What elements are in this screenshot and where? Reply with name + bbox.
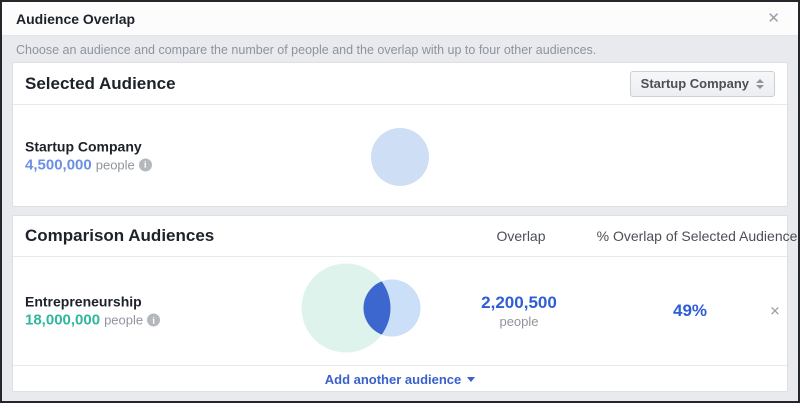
column-header-overlap: Overlap bbox=[496, 228, 546, 244]
selected-audience-size-unit: people bbox=[95, 157, 135, 173]
selected-audience-dropdown-value: Startup Company bbox=[640, 76, 749, 91]
selected-audience-row: Startup Company 4,500,000 people i bbox=[13, 105, 787, 206]
add-another-audience-label: Add another audience bbox=[324, 371, 462, 387]
modal-title-bar: Audience Overlap ✕ bbox=[2, 2, 798, 36]
info-icon[interactable]: i bbox=[147, 313, 161, 327]
selected-audience-name: Startup Company bbox=[25, 137, 142, 154]
comparison-audience-row: Entrepreneurship 18,000,000 people i 2,2… bbox=[13, 257, 787, 365]
overlap-count: 2,200,500 bbox=[481, 292, 557, 312]
selected-audience-size-line: 4,500,000 people i bbox=[25, 156, 152, 173]
overlap-venn-diagram bbox=[301, 263, 421, 353]
modal-description: Choose an audience and compare the numbe… bbox=[16, 43, 597, 57]
comparison-audience-label-block: Entrepreneurship 18,000,000 people i bbox=[25, 293, 161, 329]
comparison-audience-name: Entrepreneurship bbox=[25, 293, 142, 310]
selected-audience-size: 4,500,000 bbox=[25, 156, 92, 174]
overlap-count-unit: people bbox=[499, 314, 539, 330]
info-icon[interactable]: i bbox=[138, 158, 152, 172]
overlap-percent: 49% bbox=[672, 301, 708, 320]
modal-title: Audience Overlap bbox=[16, 10, 136, 27]
selected-audience-card: Selected Audience Startup Company Startu… bbox=[12, 62, 788, 207]
comparison-audiences-card: Comparison Audiences Overlap % Overlap o… bbox=[12, 215, 797, 392]
dropdown-sorter-icon bbox=[756, 78, 764, 89]
selected-audience-label-block: Startup Company 4,500,000 people i bbox=[25, 138, 152, 173]
venn-overlap-region bbox=[363, 279, 391, 337]
caret-down-icon bbox=[467, 377, 476, 382]
close-icon[interactable]: ✕ bbox=[763, 9, 784, 28]
comparison-audiences-title: Comparison Audiences bbox=[25, 226, 215, 245]
selected-audience-dropdown[interactable]: Startup Company bbox=[629, 70, 775, 97]
selected-audience-circle bbox=[371, 128, 429, 186]
selected-audience-header: Selected Audience Startup Company bbox=[13, 63, 787, 105]
comparison-footer: Add another audience bbox=[13, 365, 787, 392]
comparison-audience-size-line: 18,000,000 people i bbox=[25, 311, 161, 329]
overlap-value-block: 2,200,500 people bbox=[481, 293, 557, 329]
add-another-audience-button[interactable]: Add another audience bbox=[325, 372, 476, 387]
column-header-percent-overlap: % Overlap of Selected Audience bbox=[596, 228, 798, 244]
comparison-audience-size-unit: people bbox=[104, 312, 144, 328]
comparison-audiences-header: Comparison Audiences Overlap % Overlap o… bbox=[13, 216, 797, 257]
venn-left-circle bbox=[301, 263, 391, 353]
selected-audience-title: Selected Audience bbox=[25, 73, 176, 93]
comparison-audience-size: 18,000,000 bbox=[25, 311, 101, 329]
remove-audience-icon[interactable]: ✕ bbox=[767, 302, 784, 321]
